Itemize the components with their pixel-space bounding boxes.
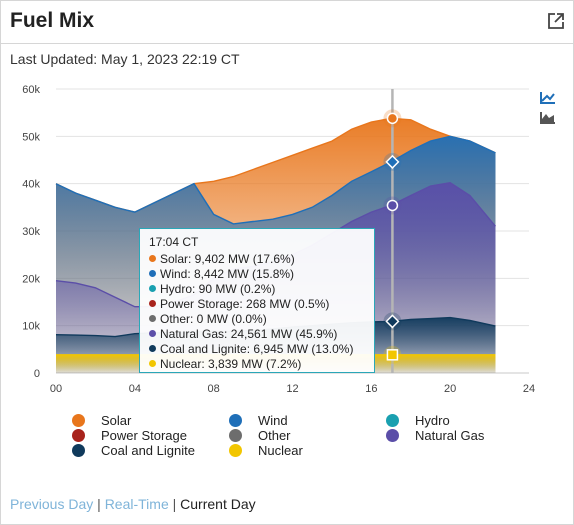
x-tick-label: 20 bbox=[444, 383, 456, 395]
external-link-icon[interactable] bbox=[547, 12, 565, 30]
chart-tooltip: 17:04 CT Solar: 9,402 MW (17.6%) Wind: 8,… bbox=[139, 228, 375, 373]
tooltip-dot bbox=[149, 345, 156, 352]
x-tick-label: 12 bbox=[286, 383, 298, 395]
y-tick-label: 0 bbox=[34, 368, 40, 380]
legend-label: Solar bbox=[101, 413, 132, 428]
chart-legend: Solar Wind Hydro Power Storage Other Natural … bbox=[1, 411, 574, 461]
line-chart-icon[interactable] bbox=[539, 91, 556, 105]
nav-separator: | bbox=[172, 496, 177, 512]
legend-label: Wind bbox=[258, 413, 288, 428]
tooltip-dot bbox=[149, 360, 156, 367]
tooltip-time: 17:04 CT bbox=[149, 235, 199, 249]
y-tick-label: 20k bbox=[22, 273, 40, 285]
tooltip-dot bbox=[149, 255, 156, 262]
y-tick-label: 40k bbox=[22, 179, 40, 191]
marker-natural-gas bbox=[386, 199, 399, 212]
nav-separator: | bbox=[97, 496, 101, 512]
tooltip-row-text: Solar: 9,402 MW (17.6%) bbox=[160, 252, 295, 266]
x-tick-label: 04 bbox=[129, 383, 141, 395]
tooltip-row: Wind: 8,442 MW (15.8%) bbox=[149, 267, 374, 282]
tooltip-row-text: Wind: 8,442 MW (15.8%) bbox=[160, 267, 295, 281]
tooltip-row-text: Natural Gas: 24,561 MW (45.9%) bbox=[160, 327, 338, 341]
tooltip-row: Hydro: 90 MW (0.2%) bbox=[149, 282, 374, 297]
legend-label: Power Storage bbox=[101, 428, 187, 443]
tooltip-dot bbox=[149, 300, 156, 307]
x-tick-label: 00 bbox=[50, 383, 62, 395]
x-tick-label: 16 bbox=[365, 383, 377, 395]
y-tick-label: 10k bbox=[22, 321, 40, 333]
legend-swatch bbox=[386, 414, 399, 427]
tooltip-row: Natural Gas: 24,561 MW (45.9%) bbox=[149, 327, 374, 342]
day-navigation: Previous Day | Real-Time | Current Day bbox=[10, 496, 256, 512]
tooltip-row-text: Nuclear: 3,839 MW (7.2%) bbox=[160, 357, 302, 371]
tooltip-row: Solar: 9,402 MW (17.6%) bbox=[149, 252, 374, 267]
x-tick-label: 24 bbox=[523, 383, 535, 395]
legend-swatch bbox=[72, 414, 85, 427]
previous-day-link[interactable]: Previous Day bbox=[10, 496, 94, 512]
legend-swatch bbox=[229, 414, 242, 427]
tooltip-dot bbox=[149, 315, 156, 322]
tooltip-dot bbox=[149, 285, 156, 292]
tooltip-row: Power Storage: 268 MW (0.5%) bbox=[149, 297, 374, 312]
marker-nuclear bbox=[386, 349, 399, 361]
tooltip-row-text: Power Storage: 268 MW (0.5%) bbox=[160, 297, 330, 311]
legend-label: Natural Gas bbox=[415, 428, 485, 443]
tooltip-row-text: Other: 0 MW (0.0%) bbox=[160, 312, 267, 326]
y-tick-label: 60k bbox=[22, 84, 40, 96]
tooltip-row-text: Hydro: 90 MW (0.2%) bbox=[160, 282, 276, 296]
legend-label: Other bbox=[258, 428, 291, 443]
area-chart-icon[interactable] bbox=[539, 111, 556, 125]
tooltip-row: Nuclear: 3,839 MW (7.2%) bbox=[149, 357, 374, 372]
marker-wind bbox=[385, 154, 400, 169]
legend-label: Nuclear bbox=[258, 443, 303, 458]
tooltip-row-text: Coal and Lignite: 6,945 MW (13.0%) bbox=[160, 342, 354, 356]
legend-swatch bbox=[229, 429, 242, 442]
y-tick-label: 50k bbox=[22, 131, 40, 143]
current-day-label: Current Day bbox=[180, 496, 256, 512]
x-tick-label: 08 bbox=[208, 383, 220, 395]
tooltip-dot bbox=[149, 330, 156, 337]
panel-title: Fuel Mix bbox=[10, 9, 95, 32]
marker-coal-and-lignite bbox=[385, 314, 400, 329]
legend-swatch bbox=[229, 444, 242, 457]
tooltip-dot bbox=[149, 270, 156, 277]
legend-swatch bbox=[72, 429, 85, 442]
y-tick-label: 30k bbox=[22, 226, 40, 238]
last-updated-text: Last Updated: May 1, 2023 22:19 CT bbox=[10, 51, 240, 67]
legend-label: Coal and Lignite bbox=[101, 443, 195, 458]
legend-label: Hydro bbox=[415, 413, 450, 428]
legend-swatch bbox=[72, 444, 85, 457]
header-divider bbox=[1, 43, 573, 44]
tooltip-row: Other: 0 MW (0.0%) bbox=[149, 312, 374, 327]
marker-solar bbox=[386, 112, 399, 125]
line-wind bbox=[55, 135, 496, 225]
legend-swatch bbox=[386, 429, 399, 442]
real-time-link[interactable]: Real-Time bbox=[104, 496, 169, 512]
tooltip-row: Coal and Lignite: 6,945 MW (13.0%) bbox=[149, 342, 374, 357]
